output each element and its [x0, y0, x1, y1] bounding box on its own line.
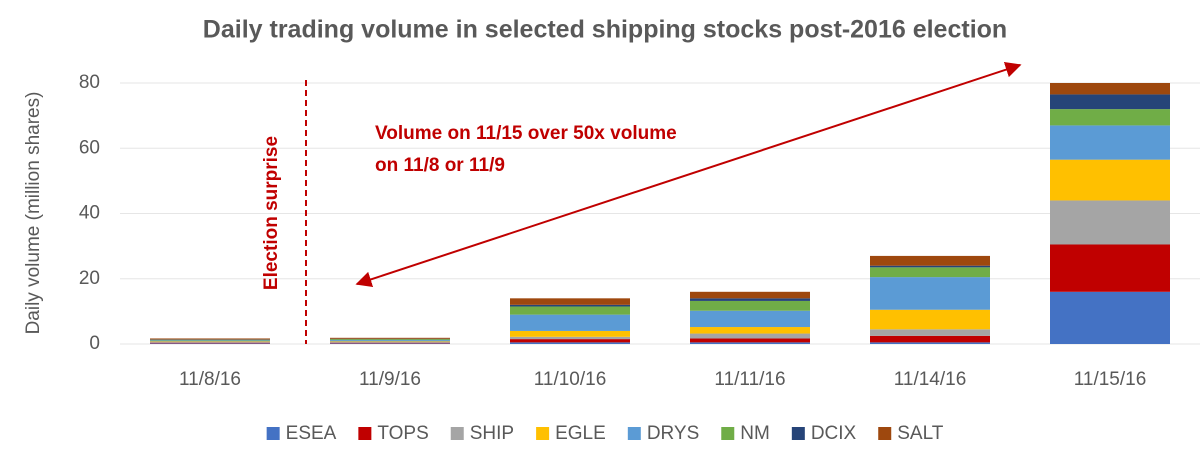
bar-segment	[1050, 125, 1170, 160]
note-line: on 11/8 or 11/9	[375, 155, 505, 176]
legend-label: ESEA	[286, 423, 337, 444]
bar-segment	[870, 265, 990, 268]
bar-segment	[510, 342, 630, 344]
bar-segment	[690, 327, 810, 334]
bar-segment	[150, 341, 270, 343]
legend-label: DCIX	[811, 423, 857, 444]
bar-segment	[510, 298, 630, 305]
bar-segment	[330, 339, 450, 341]
bar-segment	[690, 298, 810, 301]
bar-segment	[330, 337, 450, 339]
bar-segment	[1050, 200, 1170, 245]
y-tick-label: 20	[79, 268, 100, 289]
legend-label: EGLE	[555, 423, 606, 444]
legend-swatch	[721, 427, 735, 440]
bar-segment	[330, 341, 450, 343]
bar-segment	[870, 329, 990, 336]
bar-segment	[870, 342, 990, 344]
bar-segment	[1050, 109, 1170, 126]
legend: ESEA TOPS SHIP EGLE DRYS NM DCIX SALT	[266, 423, 944, 444]
note-line: Volume on 11/15 over 50x volume	[375, 123, 677, 144]
bar-segment	[330, 342, 450, 344]
x-tick-label: 11/11/16	[714, 369, 785, 390]
bar-segment	[870, 255, 990, 266]
bar-segment	[870, 335, 990, 343]
legend-label: SALT	[897, 423, 944, 444]
x-tick-label: 11/10/16	[534, 369, 607, 390]
bar-segment	[330, 342, 450, 343]
bar-segment	[690, 300, 810, 311]
bar-segment	[690, 333, 810, 339]
bar-segment	[870, 267, 990, 278]
legend-swatch	[791, 427, 805, 440]
bar-segment	[1050, 83, 1170, 95]
x-tick-label: 11/14/16	[894, 369, 967, 390]
y-tick-label: 40	[79, 203, 100, 224]
legend-swatch	[536, 427, 550, 440]
chart-title: Daily trading volume in selected shippin…	[203, 16, 1007, 44]
bar-segment	[150, 338, 270, 340]
bar-segment	[150, 342, 270, 344]
legend-label: NM	[740, 423, 770, 444]
y-axis-label: Daily volume (million shares)	[23, 92, 44, 335]
bar-segment	[150, 343, 270, 344]
y-tick-label: 60	[79, 137, 100, 158]
legend-label: TOPS	[377, 423, 428, 444]
bar-segment	[1050, 244, 1170, 292]
bar-segment	[510, 306, 630, 315]
bar-segment	[330, 343, 450, 344]
bar-segment	[870, 309, 990, 330]
bar-segment	[690, 338, 810, 343]
bar-segment	[150, 342, 270, 343]
x-tick-label: 11/15/16	[1074, 369, 1147, 390]
legend-swatch	[266, 427, 280, 440]
bar-segment	[690, 342, 810, 344]
bar-segment	[150, 340, 270, 342]
bar-segment	[870, 277, 990, 310]
legend-label: DRYS	[647, 423, 699, 444]
bar-segment	[510, 304, 630, 307]
bar-segment	[690, 291, 810, 299]
legend-label: SHIP	[470, 423, 514, 444]
legend-swatch	[450, 427, 464, 440]
legend-swatch	[878, 427, 892, 440]
x-tick-label: 11/8/16	[179, 369, 241, 390]
bar-segment	[1050, 159, 1170, 201]
bar-segment	[1050, 94, 1170, 110]
bar-segment	[510, 336, 630, 340]
bar-segment	[510, 330, 630, 337]
bar-segment	[510, 314, 630, 331]
x-tick-label: 11/9/16	[359, 369, 421, 390]
y-tick-label: 80	[79, 72, 100, 93]
arrow	[355, 61, 1022, 288]
bar-segment	[690, 310, 810, 328]
plot-area: 0 20 40 60 80 11/8/16 11/9/16 11/10/16 11/11/16 1…	[79, 72, 1200, 390]
y-tick-label: 0	[89, 333, 100, 354]
bar-segment	[150, 339, 270, 341]
bar-segment	[330, 340, 450, 342]
bar-segment	[1050, 291, 1170, 344]
legend-swatch	[358, 427, 372, 440]
legend-swatch	[627, 427, 641, 440]
bar-segment	[510, 339, 630, 343]
event-label: Election surprise	[261, 136, 282, 290]
